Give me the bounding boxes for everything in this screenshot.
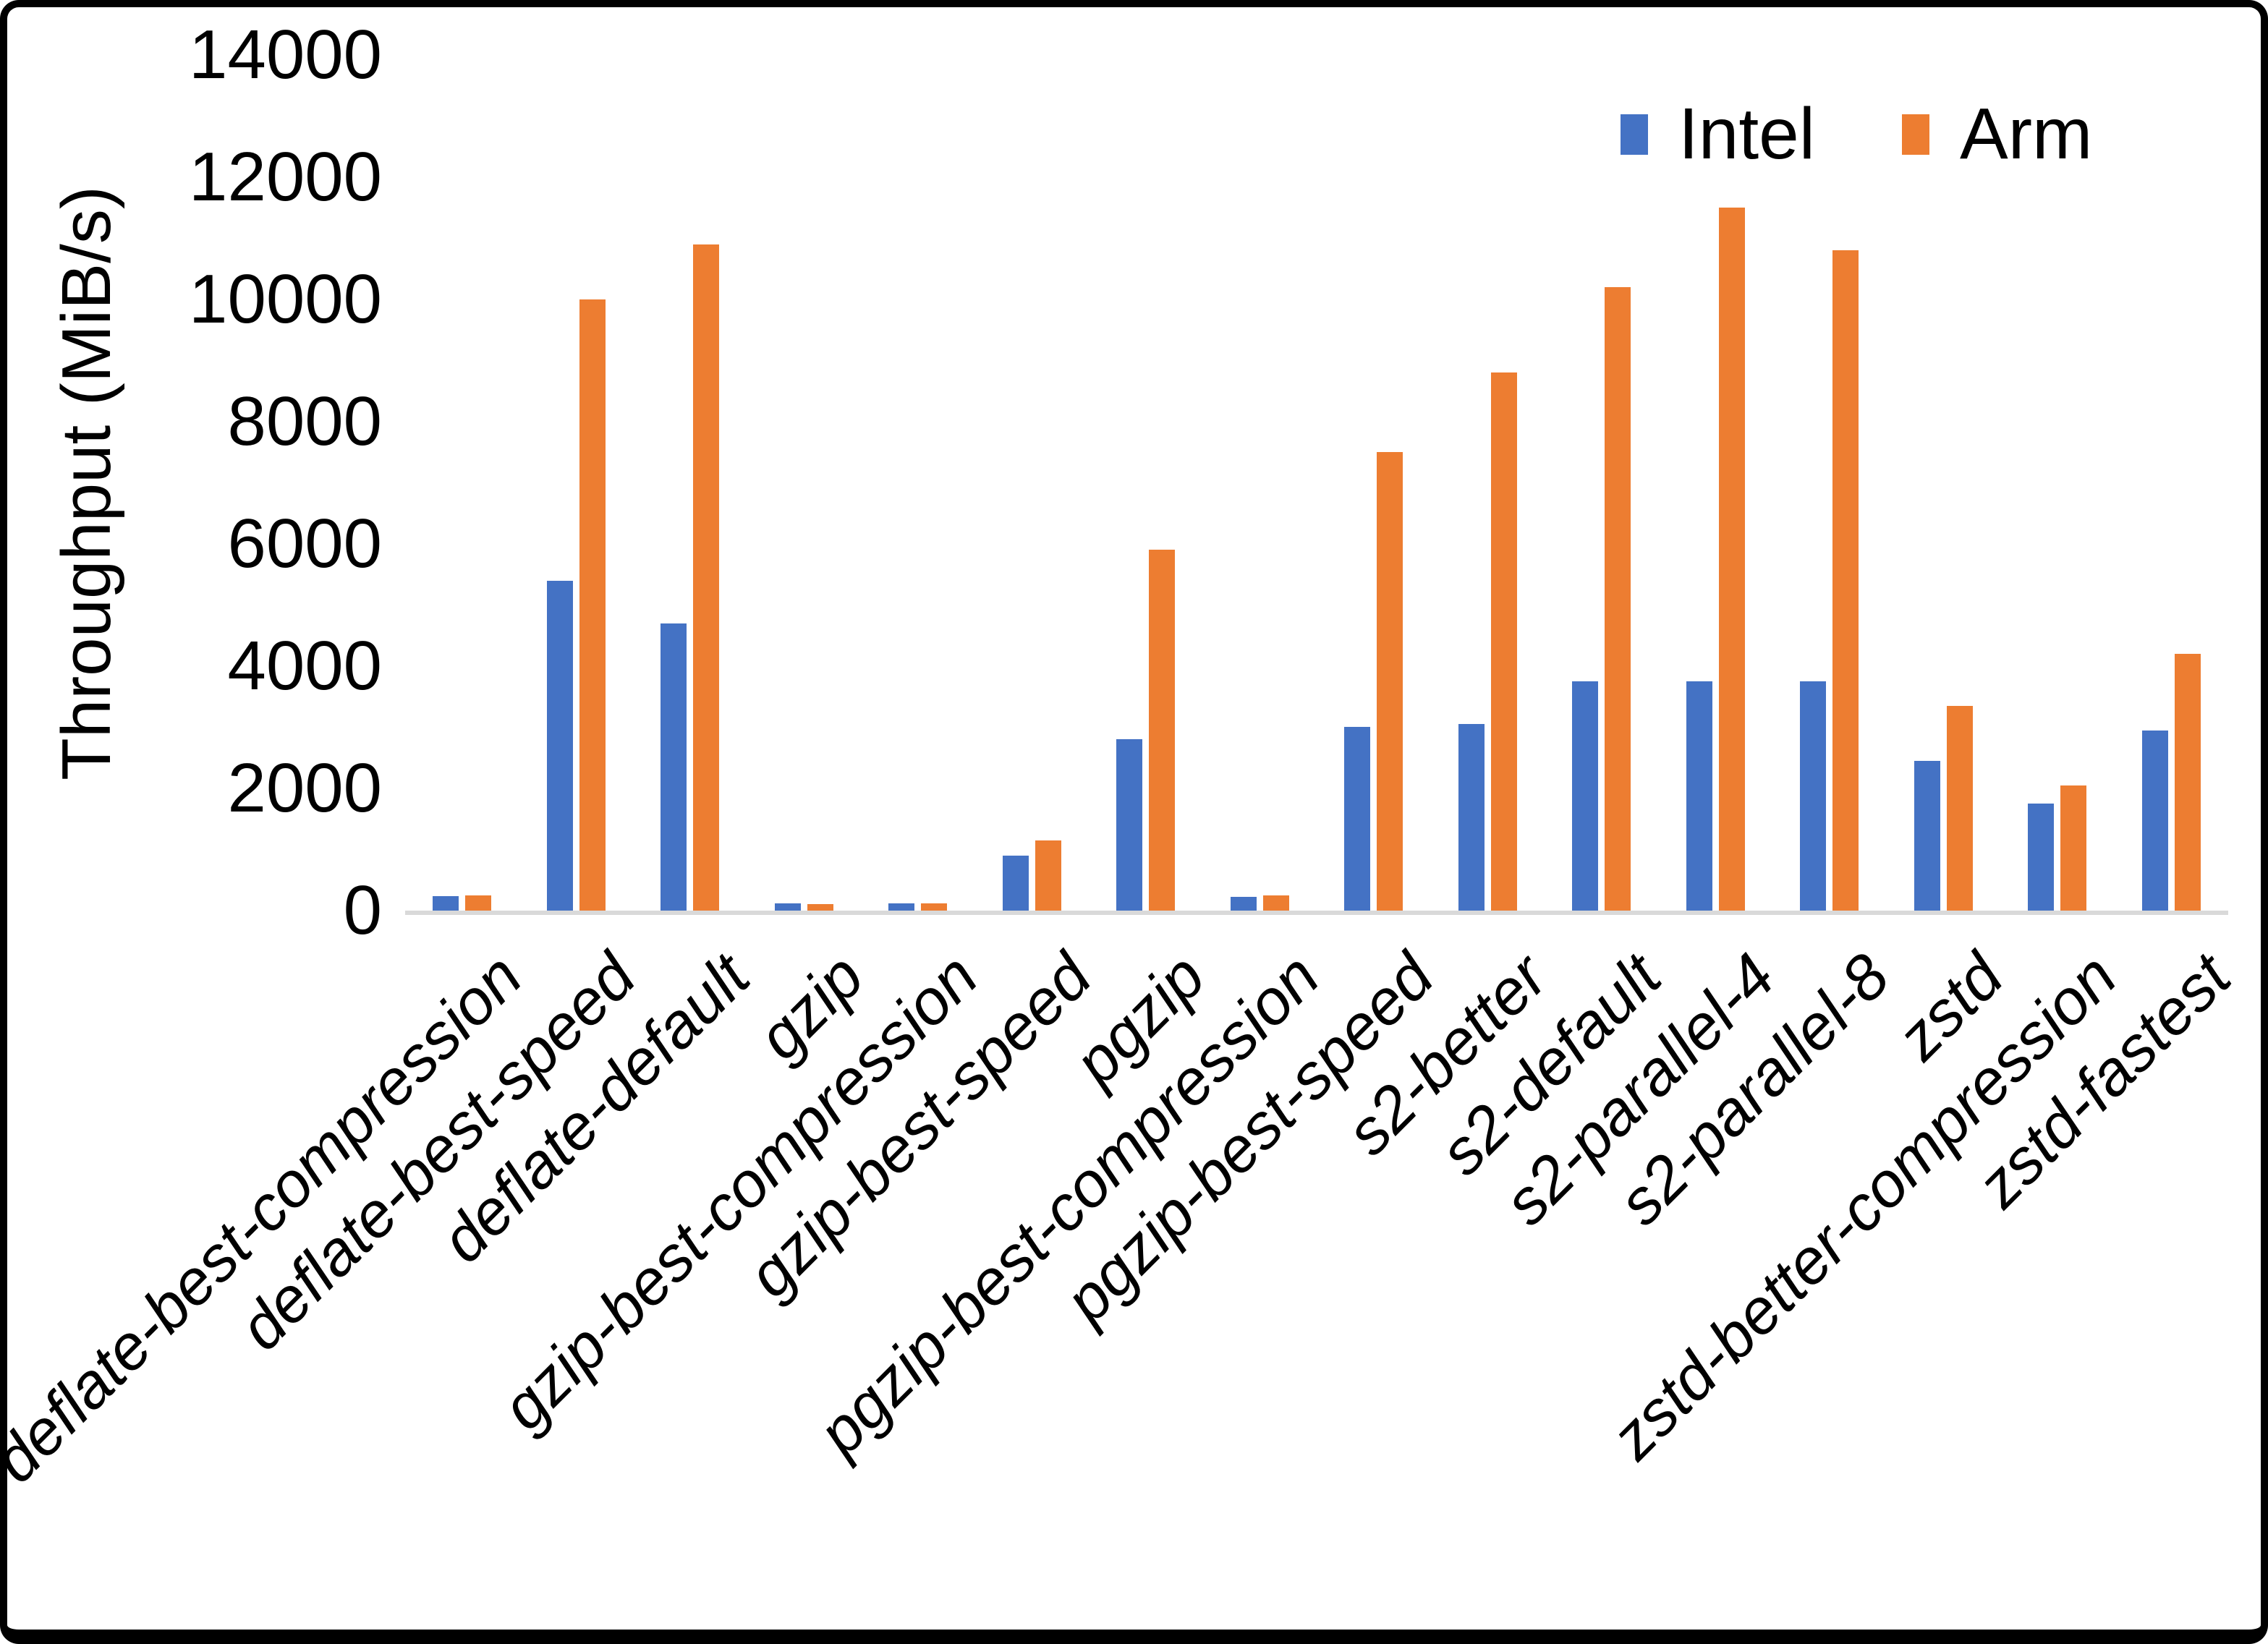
y-tick-label-14000: 14000 [189,16,382,93]
bar-group-deflate-default [633,55,747,911]
bar-intel-pgzip [1116,739,1143,911]
bar-group-deflate-best-speed [519,55,634,911]
bar-arm-s2-parallel-4 [1718,208,1745,911]
bar-group-zstd-fastest [2115,55,2229,911]
bar-arm-zstd-better-compression [2060,785,2087,911]
bar-group-gzip-best-compression [861,55,975,911]
bar-intel-s2-better [1458,724,1485,911]
bar-intel-deflate-best-compression [433,896,459,911]
bar-arm-zstd-fastest [2174,654,2201,911]
legend-label-arm: Arm [1960,93,2093,174]
bar-arm-gzip-best-speed [1035,840,1061,911]
y-tick-label-2000: 2000 [227,749,382,827]
bar-group-s2-parallel-4 [1659,55,1773,911]
bar-intel-s2-parallel-8 [1800,681,1827,911]
bar-intel-s2-default [1572,681,1599,911]
bar-arm-s2-parallel-8 [1832,250,1859,911]
y-tick-label-8000: 8000 [227,383,382,460]
y-tick-label-12000: 12000 [189,138,382,216]
bar-intel-zstd [1914,761,1940,911]
bar-arm-deflate-best-compression [465,895,492,911]
bar-arm-zstd [1946,706,1973,911]
bar-intel-s2-parallel-4 [1686,681,1712,911]
bar-group-pgzip-best-speed [1317,55,1431,911]
intel-series-swatch-icon [1621,114,1648,155]
bar-intel-deflate-default [661,623,687,911]
y-tick-label-10000: 10000 [189,260,382,338]
bar-intel-zstd-fastest [2141,731,2168,911]
bar-intel-deflate-best-speed [546,581,573,911]
bar-group-gzip-best-speed [975,55,1090,911]
y-tick-label-6000: 6000 [227,505,382,582]
bar-group-deflate-best-compression [405,55,519,911]
bar-group-zstd [1887,55,2001,911]
bar-arm-pgzip-best-compression [1262,895,1289,911]
bar-arm-deflate-best-speed [579,299,606,911]
bar-arm-pgzip [1149,550,1176,911]
bar-intel-gzip-best-compression [888,903,915,911]
bar-intel-zstd-better-compression [2028,804,2055,911]
bar-arm-deflate-default [693,244,720,911]
bar-group-zstd-better-compression [2000,55,2115,911]
bar-arm-gzip-best-compression [921,903,948,911]
legend: Intel Arm [1621,93,2092,176]
bar-group-s2-parallel-8 [1772,55,1887,911]
arm-series-swatch-icon [1902,114,1930,155]
legend-item-arm: Arm [1902,93,2092,176]
bar-group-gzip [747,55,862,911]
y-tick-label-0: 0 [343,872,382,949]
bar-group-s2-better [1431,55,1545,911]
bar-group-pgzip-best-compression [1203,55,1317,911]
plot-area [405,55,2228,915]
bar-group-pgzip [1089,55,1203,911]
bar-arm-pgzip-best-speed [1377,452,1403,911]
bar-intel-pgzip-best-compression [1230,897,1257,911]
bar-intel-pgzip-best-speed [1344,727,1371,911]
legend-label-intel: Intel [1678,93,1816,174]
bar-intel-gzip [774,903,801,911]
bar-arm-s2-default [1605,287,1631,911]
legend-item-intel: Intel [1621,93,1815,176]
y-tick-label-4000: 4000 [227,627,382,704]
bar-arm-s2-better [1490,372,1517,911]
bar-arm-gzip [807,904,833,911]
bar-group-s2-default [1545,55,1659,911]
bar-intel-gzip-best-speed [1002,856,1029,911]
